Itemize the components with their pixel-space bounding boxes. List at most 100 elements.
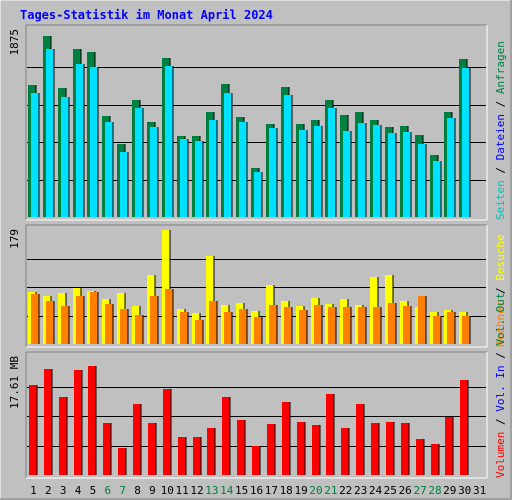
x-tick-label-18: 18 [280, 484, 293, 497]
bar-files-day-11 [180, 139, 188, 217]
bar-sites-day-20 [314, 305, 322, 344]
bar-files-day-1 [31, 93, 39, 217]
x-tick-label-13: 13 [205, 484, 218, 497]
bar-sites-day-28 [433, 316, 441, 344]
bar-files-day-17 [269, 128, 277, 217]
legend-label-files: Dateien [494, 114, 507, 160]
bar-sites-day-6 [105, 304, 113, 344]
x-tick-label-7: 7 [119, 484, 126, 497]
bar-sites-day-17 [269, 305, 277, 344]
bar-files-day-22 [343, 131, 351, 217]
bar-files-day-23 [358, 123, 366, 217]
bar-files-day-29 [447, 118, 455, 217]
bar-files-day-27 [418, 144, 426, 217]
bar-kbytes-day-20 [312, 425, 320, 475]
x-tick-label-20: 20 [309, 484, 322, 497]
bar-files-day-26 [403, 132, 411, 217]
x-tick-label-28: 28 [428, 484, 441, 497]
legend-separator: / [494, 281, 507, 301]
legend-label-pages: Seiten [494, 180, 507, 220]
bar-kbytes-day-17 [267, 424, 275, 475]
bar-sites-day-27 [418, 296, 426, 344]
bar-sites-day-12 [195, 320, 203, 344]
legend-label-kbytes_in: Vol. In [494, 365, 507, 411]
bar-kbytes-day-9 [148, 423, 156, 475]
bar-files-day-10 [165, 66, 173, 217]
panel-hits-files-pages [25, 24, 488, 221]
bar-files-day-28 [433, 161, 441, 217]
x-tick-label-9: 9 [149, 484, 156, 497]
bar-files-day-4 [76, 64, 84, 217]
x-tick-label-2: 2 [45, 484, 52, 497]
legend-separator: / [494, 94, 507, 114]
legend-separator: / [494, 346, 507, 366]
x-tick-labels: 1 2 3 4 5 6 7 8 9 10 11 12 13 14 15 16 17 18 19 20 21 22 23 24 2… [30, 484, 486, 497]
panel-kbytes [25, 351, 488, 479]
bar-sites-day-30 [462, 316, 470, 344]
bar-files-day-2 [46, 49, 54, 217]
bar-kbytes-day-18 [282, 402, 290, 475]
x-tick-label-5: 5 [90, 484, 97, 497]
x-tick-label-8: 8 [134, 484, 141, 497]
bar-sites-day-22 [343, 307, 351, 344]
bar-sites-day-9 [150, 296, 158, 344]
bar-kbytes-day-21 [326, 394, 334, 475]
legend-label-kbytes_out: Vol. Out [494, 293, 507, 346]
x-tick-label-10: 10 [161, 484, 174, 497]
x-tick-label-16: 16 [250, 484, 263, 497]
bar-files-day-7 [120, 152, 128, 217]
bar-sites-day-11 [180, 312, 188, 344]
bar-kbytes-day-12 [193, 437, 201, 475]
bar-sites-day-8 [135, 315, 143, 344]
x-tick-label-26: 26 [399, 484, 412, 497]
legend-bottom: Volumen / Vol. In / Vol. Out [494, 293, 507, 478]
bar-files-day-20 [314, 126, 322, 217]
bar-files-day-25 [388, 133, 396, 217]
bar-sites-day-15 [239, 309, 247, 344]
bar-kbytes-day-30 [460, 380, 468, 475]
legend-label-hits: Anfragen [494, 41, 507, 94]
bar-kbytes-day-8 [133, 404, 141, 475]
bar-files-day-15 [239, 122, 247, 217]
legend-label-visits: Besuche [494, 234, 507, 280]
x-tick-label-24: 24 [369, 484, 383, 497]
bar-kbytes-day-6 [103, 423, 111, 475]
x-tick-label-17: 17 [265, 484, 278, 497]
x-tick-label-21: 21 [324, 484, 337, 497]
bar-kbytes-day-28 [431, 444, 439, 475]
x-tick-label-31: 31 [473, 484, 486, 497]
x-tick-label-12: 12 [190, 484, 203, 497]
bar-files-day-19 [299, 130, 307, 217]
bar-kbytes-day-26 [401, 423, 409, 475]
bar-sites-day-3 [61, 306, 69, 344]
bar-sites-day-18 [284, 307, 292, 344]
bar-sites-day-1 [31, 294, 39, 344]
bar-kbytes-day-15 [237, 420, 245, 475]
x-tick-label-15: 15 [235, 484, 248, 497]
bar-sites-day-21 [328, 307, 336, 344]
bar-kbytes-day-13 [207, 428, 215, 475]
legend-label-sites: Rechner [494, 300, 507, 347]
bar-files-day-21 [328, 108, 336, 217]
x-tick-label-6: 6 [104, 484, 111, 497]
y-max-label-kbytes: 17.61 MB [8, 356, 21, 409]
bar-files-day-16 [254, 172, 262, 217]
bar-files-day-13 [209, 120, 217, 217]
right-legend-labels: Seiten / Dateien / Anfragen Rechner / Bes… [494, 41, 507, 478]
x-tick-label-19: 19 [294, 484, 307, 497]
bar-sites-day-24 [373, 307, 381, 344]
bar-kbytes-day-19 [297, 422, 305, 475]
bar-files-day-3 [61, 97, 69, 217]
bar-kbytes-day-10 [163, 389, 171, 475]
bar-kbytes-day-7 [118, 448, 126, 475]
bar-sites-day-7 [120, 309, 128, 344]
x-tick-label-1: 1 [30, 484, 37, 497]
bar-sites-day-10 [165, 289, 173, 344]
bar-visits-day-13 [206, 256, 214, 344]
bar-kbytes-day-4 [74, 370, 82, 475]
bar-files-day-12 [195, 141, 203, 217]
bar-kbytes-day-25 [386, 422, 394, 475]
bar-visits-day-10 [162, 230, 170, 344]
